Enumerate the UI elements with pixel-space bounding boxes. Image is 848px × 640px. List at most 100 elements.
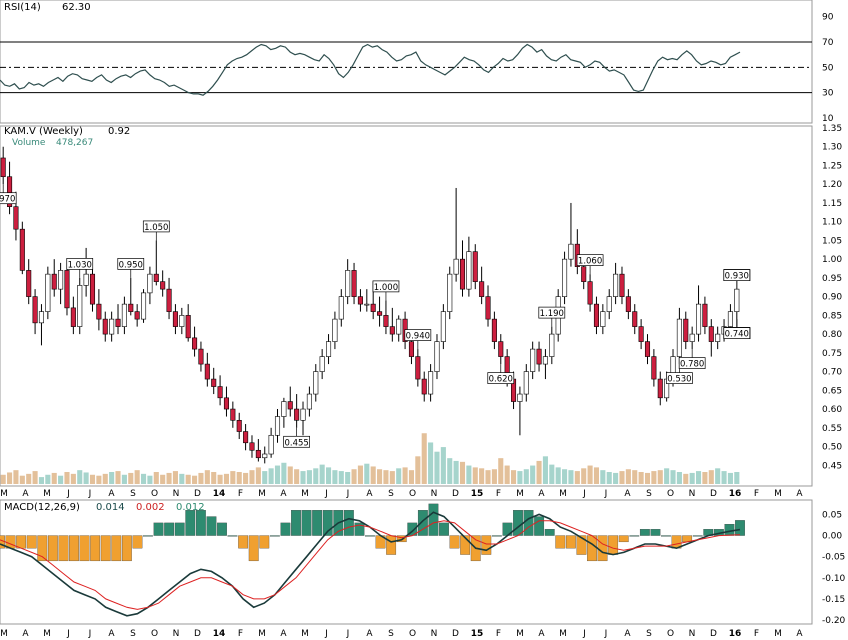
volume-bar: [102, 473, 108, 484]
volume-bar: [472, 467, 478, 484]
macd-histogram-bar: [259, 535, 270, 549]
volume-bar: [689, 472, 695, 484]
x-axis-middle: M A M J J A S O N D 14 F M A M J J A S O N D 15 F M A M J J A S O N D 16 F M…: [0, 489, 803, 499]
candle-body: [32, 296, 38, 324]
candle-body: [651, 356, 657, 380]
x-tick-label: D: [710, 629, 717, 639]
x-tick-label: D: [710, 489, 717, 499]
volume-bar: [491, 469, 497, 484]
candle-body: [77, 285, 83, 327]
annotation-label: 1.190: [540, 309, 564, 319]
volume-bar: [0, 474, 6, 484]
macd-histogram-bar: [428, 503, 439, 536]
x-tick-label: M: [516, 489, 524, 499]
volume-bar: [734, 472, 740, 484]
x-tick-label: J: [324, 629, 328, 639]
macd-histogram-bar: [513, 510, 523, 536]
price-tick-label: 1.05: [822, 236, 842, 246]
volume-bar: [593, 467, 600, 484]
x-tick-label: A: [624, 629, 631, 639]
candle-body: [141, 292, 147, 320]
volume-bar: [670, 470, 676, 484]
x-tick-label: M: [0, 489, 8, 499]
price-tick-label: 1.20: [822, 180, 842, 190]
macd-histogram-bar: [195, 510, 206, 536]
candle-body: [683, 318, 689, 342]
candle-body: [383, 315, 389, 327]
macd-signal-value: 0.002: [136, 502, 165, 513]
macd-histogram-bar: [16, 535, 27, 549]
macd-histogram-bar: [618, 535, 629, 543]
candle-body: [708, 326, 714, 342]
volume-bar: [230, 471, 236, 484]
macd-histogram-bar: [322, 510, 333, 536]
volume-bar: [89, 474, 96, 484]
x-tick-label: J: [324, 489, 328, 499]
x-tick-label: J: [582, 629, 586, 639]
volume-bar: [715, 468, 721, 484]
volume-bar: [198, 472, 204, 484]
volume-bar: [96, 475, 102, 484]
candle-body: [70, 307, 76, 327]
candle-body: [313, 371, 319, 395]
x-tick-label: A: [22, 629, 29, 639]
annotation-label: 0.740: [725, 330, 749, 340]
volume-bar: [708, 470, 714, 484]
candle-body: [89, 273, 96, 305]
annotation-label: 0.950: [119, 260, 143, 270]
macd-tick-label: -0.10: [822, 574, 846, 584]
volume-bar: [510, 470, 517, 484]
price-legend-label: KAM.V (Weekly): [4, 126, 83, 137]
macd-histogram-bar: [481, 535, 492, 555]
candle-body: [734, 288, 740, 312]
annotation-label: 1.050: [144, 223, 168, 233]
candle-body: [485, 296, 491, 320]
candle-body: [7, 176, 13, 207]
candle-body: [204, 363, 210, 380]
candle-body: [542, 356, 548, 365]
candle-body: [294, 408, 300, 421]
volume-bar: [389, 471, 395, 484]
macd-histogram-bar: [597, 535, 608, 562]
candle-body: [479, 281, 485, 297]
volume-bar: [447, 458, 453, 484]
x-tick-label: A: [22, 489, 29, 499]
macd-histogram-bar: [544, 529, 555, 536]
macd-histogram-bar: [69, 535, 79, 562]
candle-body: [13, 206, 19, 230]
rsi-legend-value: 62.30: [62, 2, 91, 13]
volume-bar: [619, 471, 625, 484]
volume-bar: [179, 473, 185, 484]
volume-bar: [109, 472, 115, 484]
x-tick-label: N: [689, 489, 696, 499]
volume-bar: [7, 472, 13, 484]
macd-histogram-bar: [565, 535, 576, 549]
x-tick-label: A: [538, 629, 545, 639]
volume-bar: [332, 470, 338, 484]
macd-histogram-bar: [37, 535, 48, 562]
rsi-line: [0, 43, 741, 96]
x-tick-label: J: [66, 489, 70, 499]
x-tick-label: N: [173, 489, 180, 499]
x-tick-label: S: [130, 629, 136, 639]
candle-body: [638, 326, 644, 342]
macd-tick-label: -0.20: [822, 616, 846, 626]
candle-body: [562, 258, 568, 297]
signal-line: [0, 520, 741, 610]
macd-histogram-bar: [460, 535, 471, 555]
x-tick-label: S: [130, 489, 136, 499]
volume-bar: [581, 468, 587, 484]
volume-bar: [217, 474, 223, 484]
macd-legend-label: MACD(12,26,9): [4, 502, 80, 513]
price-tick-label: 1.10: [822, 218, 842, 228]
candle-body: [421, 378, 427, 395]
volume-bar: [223, 473, 230, 484]
volume-bar: [408, 470, 415, 484]
candle-body: [109, 318, 115, 335]
x-tick-label: O: [151, 629, 158, 639]
x-tick-label: O: [667, 629, 674, 639]
candle-body: [192, 337, 198, 350]
x-tick-label: F: [754, 629, 759, 639]
annotation-label: 0.530: [667, 375, 691, 385]
volume-bar: [147, 475, 153, 484]
